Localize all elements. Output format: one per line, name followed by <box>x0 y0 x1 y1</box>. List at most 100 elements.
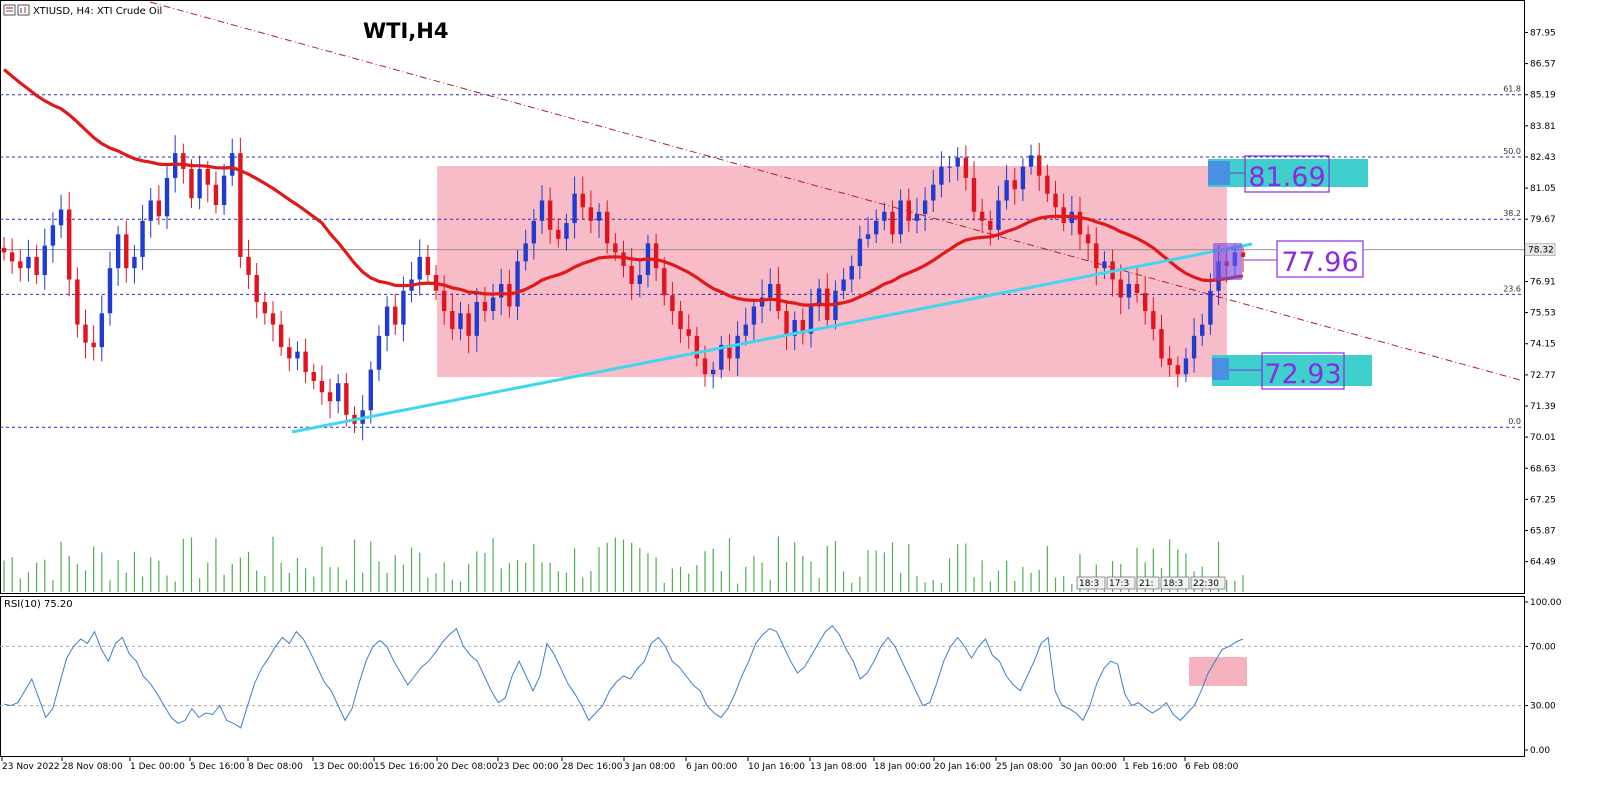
candle-body <box>1151 311 1156 330</box>
fib-label-1: 50.0 <box>1503 147 1521 156</box>
uptrend-line <box>291 242 1253 434</box>
candle-body <box>556 229 561 239</box>
candle-body <box>482 302 488 312</box>
candle-body <box>1012 180 1017 190</box>
candle-body <box>376 335 382 370</box>
candle-body <box>238 153 243 257</box>
candle-body <box>971 177 977 212</box>
chart-type-icon <box>17 4 30 16</box>
candle-body <box>50 225 56 246</box>
candle-body <box>287 347 292 359</box>
candle-body <box>181 153 186 169</box>
price-tick-label: 71.39 <box>1530 402 1556 412</box>
candle-body <box>743 324 748 336</box>
candle-body <box>327 392 333 402</box>
candle-body <box>1094 243 1099 269</box>
price-tick-label: 87.95 <box>1530 28 1556 38</box>
ma-line <box>2 68 1244 307</box>
chart-frames <box>0 0 1525 757</box>
time-tick-label: 25 Jan 08:00 <box>996 762 1053 772</box>
candle-body <box>278 324 284 348</box>
candle-body <box>719 344 724 370</box>
candle-body <box>882 211 887 221</box>
candle-body <box>816 288 822 307</box>
fib-label-0: 61.8 <box>1503 85 1521 94</box>
candle-body <box>295 351 300 359</box>
candle-body <box>890 211 895 235</box>
last-price-tag <box>1524 243 1556 256</box>
header-icons[interactable] <box>3 4 30 16</box>
candle-body <box>401 290 406 325</box>
time-tick-label: 15 Dec 16:00 <box>374 762 435 772</box>
downtrend-line <box>149 1 1521 381</box>
candle-body <box>792 320 797 336</box>
uptrend-line-segment <box>291 242 1253 434</box>
candle-body <box>417 256 422 280</box>
candle-body <box>466 313 471 336</box>
time-tick-label: 3 Jan 08:00 <box>624 762 676 772</box>
symbol-label: XTIUSD, H4: XTI Crude Oil <box>33 6 162 17</box>
candle-body <box>727 344 732 359</box>
candle-body <box>1142 292 1148 312</box>
candle-body <box>1045 175 1050 194</box>
candle-body <box>776 283 781 312</box>
moving-average <box>2 68 1244 307</box>
candle-body <box>18 261 23 269</box>
current-label-frame <box>1276 240 1364 278</box>
candle-body <box>662 268 667 296</box>
candle-body <box>702 358 708 375</box>
candle-body <box>1 247 7 253</box>
menu-icon <box>3 4 16 16</box>
candle-body <box>99 313 105 348</box>
candle-body <box>1183 358 1189 375</box>
candle-body <box>262 302 268 314</box>
fib-label-4: 0.0 <box>1508 417 1521 426</box>
candle-body <box>1077 211 1083 235</box>
candle-body <box>156 200 162 217</box>
candle-body <box>931 184 936 201</box>
fib-label-3: 23.6 <box>1503 284 1521 293</box>
candle-body <box>132 256 137 269</box>
candle-body <box>246 256 251 275</box>
candle-body <box>115 234 121 269</box>
candle-body <box>604 211 610 244</box>
candle-body <box>1118 279 1123 298</box>
price-tick-label: 74.15 <box>1530 340 1556 350</box>
support-label: 72.93 <box>1264 359 1341 390</box>
rsi-tick-label: 30.00 <box>1530 702 1556 712</box>
time-tick-label: 28 Nov 08:00 <box>62 762 123 772</box>
overlay-title: WTI,H4 <box>363 19 448 43</box>
current-box <box>1213 243 1242 280</box>
candle-body <box>213 184 219 206</box>
price-axis: 87.9586.5785.1983.8182.4381.0579.6778.29… <box>1524 28 1556 568</box>
candle-body <box>344 383 349 415</box>
candle-body <box>1085 234 1091 244</box>
candle-body <box>26 256 31 269</box>
candle-body <box>515 261 520 307</box>
candle-body <box>857 238 863 266</box>
time-tick-label: 28 Dec 16:00 <box>562 762 623 772</box>
candle-body <box>751 306 757 325</box>
candle-body <box>523 243 528 262</box>
candle-body <box>450 311 455 330</box>
candle-body <box>939 166 944 185</box>
resistance-marker <box>1208 161 1230 185</box>
time-tick-label: 30 Jan 00:00 <box>1060 762 1117 772</box>
candle-body <box>230 153 235 176</box>
candle-body <box>1167 358 1172 366</box>
candle-body <box>963 157 969 178</box>
price-tick-label: 70.01 <box>1530 433 1556 443</box>
rsi-tick-label: 0.00 <box>1530 746 1550 756</box>
candle-body <box>490 297 496 312</box>
rsi-highlight-box <box>1189 657 1247 686</box>
volume-time-box <box>1136 576 1160 590</box>
candle-body <box>759 297 765 307</box>
candle-body <box>393 306 398 325</box>
candle-body <box>1053 193 1058 208</box>
candle-body <box>873 220 879 235</box>
candle-body <box>42 245 47 275</box>
candle-body <box>1102 261 1107 269</box>
resistance-label-frame <box>1244 155 1330 193</box>
